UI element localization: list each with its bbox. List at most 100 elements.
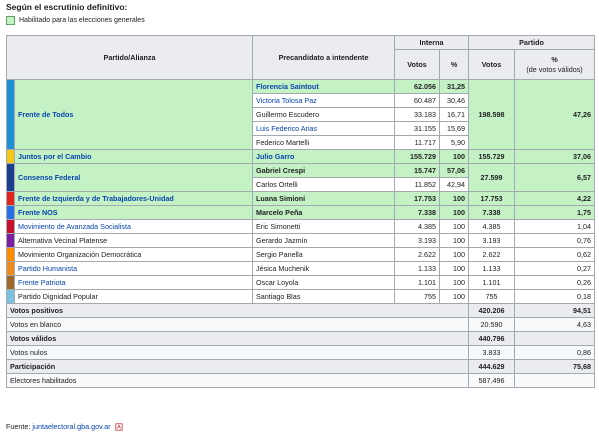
candidate-votes: 31.155	[394, 121, 441, 136]
party-name[interactable]: Frente de Izquierda y de Trabajadores-Un…	[13, 191, 254, 206]
summary-label: Votos válidos	[5, 331, 470, 346]
summary-row: Votos positivos 420.206 94,51	[5, 303, 596, 318]
party-name[interactable]: Consenso Federal	[13, 163, 254, 192]
party-name: Alternativa Vecinal Platense	[13, 233, 254, 248]
candidate-pct: 100	[439, 247, 470, 262]
candidate-name: Gerardo Jazmín	[252, 233, 396, 248]
party-pct: 4,22	[514, 191, 596, 206]
summary-row: Votos en blanco 20.590 4,63	[5, 317, 596, 332]
source-prefix: Fuente:	[6, 422, 31, 431]
candidate-name: Federico Martelli	[252, 135, 396, 150]
party-row: Victoria Tolosa Paz 60.487 30,46	[7, 93, 595, 108]
summary-row: Electores habilitados 587.496	[5, 373, 596, 388]
party-votes: 155.729	[468, 149, 516, 164]
party-votes: 198.598	[468, 79, 516, 150]
party-color-bar	[6, 233, 15, 248]
pdf-icon	[114, 423, 123, 431]
candidate-name: Santiago Blas	[252, 289, 396, 304]
party-row: Juntos por el Cambio Julio Garro 155.729 10…	[6, 149, 596, 164]
summary-votes: 420.206	[468, 303, 516, 318]
candidate-votes: 17.753	[394, 191, 441, 206]
source-link[interactable]: juntaelectoral.gba.gov.ar	[32, 422, 111, 431]
party-row: Frente Patriota Oscar Loyola 1.101 100 1.101…	[6, 275, 596, 290]
party-row: Frente NOS Marcelo Peña 7.338 100 7.338 1,75	[6, 205, 596, 220]
summary-row: Votos nulos 3.833 0,86	[5, 345, 596, 360]
party-color-bar	[6, 275, 15, 290]
party-color-bar	[6, 261, 15, 276]
header-partido: Partido	[468, 35, 596, 50]
summary-label: Votos positivos	[5, 303, 470, 318]
candidate-votes: 7.338	[394, 205, 441, 220]
party-name: Partido Dignidad Popular	[13, 289, 254, 304]
candidate-name[interactable]: Julio Garro	[252, 149, 396, 164]
summary-votes: 440.796	[468, 331, 516, 346]
candidate-votes: 1.101	[394, 275, 441, 290]
header-interna-pct: %	[439, 49, 470, 80]
party-name[interactable]: Movimiento de Avanzada Socialista	[13, 219, 254, 234]
candidate-name: Luana Simioni	[252, 191, 396, 206]
party-votes: 755	[468, 289, 516, 304]
legend-label: Habilitado para las elecciones generales	[19, 17, 145, 24]
candidate-votes: 4.385	[394, 219, 441, 234]
candidate-pct: 100	[439, 289, 470, 304]
candidate-pct: 100	[439, 205, 470, 220]
candidate-votes: 2.622	[394, 247, 441, 262]
header-pct-valid: %	[551, 54, 558, 64]
party-name[interactable]: Frente de Todos	[13, 79, 254, 150]
summary-pct: 0,86	[514, 345, 596, 360]
summary-pct	[514, 331, 596, 346]
candidate-name: Jésica Muchenik	[252, 261, 396, 276]
party-name[interactable]: Frente Patriota	[13, 275, 254, 290]
summary-label: Votos nulos	[5, 345, 470, 360]
summary-label: Electores habilitados	[5, 373, 470, 388]
party-row: Alternativa Vecinal Platense Gerardo Jazm…	[6, 233, 596, 248]
party-pct: 0,62	[514, 247, 596, 262]
legend: Habilitado para las elecciones generales	[6, 16, 145, 25]
party-color-bar	[6, 149, 15, 164]
candidate-votes: 3.193	[394, 233, 441, 248]
summary-pct: 94,51	[514, 303, 596, 318]
candidate-name: Gabriel Crespi	[252, 163, 396, 178]
summary-votes: 444.629	[468, 359, 516, 374]
header-partido-pct: % (de votos válidos)	[514, 49, 596, 80]
candidate-votes: 755	[394, 289, 441, 304]
header-candidate: Precandidato a intendente	[252, 35, 396, 80]
party-row: Frente de Todos Florencia Saintout 62.056 3…	[6, 79, 596, 150]
party-name[interactable]: Frente NOS	[13, 205, 254, 220]
summary-pct: 75,68	[514, 359, 596, 374]
candidate-name[interactable]: Luis Federico Arias	[252, 121, 396, 136]
party-pct: 1,75	[514, 205, 596, 220]
party-votes: 17.753	[468, 191, 516, 206]
party-name[interactable]: Juntos por el Cambio	[13, 149, 254, 164]
party-color-bar	[6, 219, 15, 234]
party-pct: 1,04	[514, 219, 596, 234]
party-pct: 0,18	[514, 289, 596, 304]
results-heading: Según el escrutinio definitivo:	[6, 2, 128, 12]
candidate-name[interactable]: Florencia Saintout	[252, 79, 396, 94]
candidate-pct: 42,94	[439, 177, 470, 192]
party-row: Partido Dignidad Popular Santiago Blas 755…	[6, 289, 596, 304]
party-name[interactable]: Partido Humanista	[13, 261, 254, 276]
party-votes: 1.101	[468, 275, 516, 290]
candidate-votes: 155.729	[394, 149, 441, 164]
party-pct: 6,57	[514, 163, 596, 192]
summary-pct: 4,63	[514, 317, 596, 332]
candidate-votes: 11.717	[394, 135, 441, 150]
candidate-pct: 100	[439, 233, 470, 248]
header-interna-votos: Votos	[394, 49, 441, 80]
candidate-votes: 62.056	[394, 79, 441, 94]
header-pct-valid-note: (de votos válidos)	[526, 64, 583, 74]
header-interna: Interna	[394, 35, 470, 50]
candidate-pct: 16,71	[439, 107, 470, 122]
party-color-bar	[6, 191, 15, 206]
party-name: Movimiento Organización Democrática	[13, 247, 254, 262]
candidate-name[interactable]: Victoria Tolosa Paz	[252, 93, 396, 108]
candidate-name: Oscar Loyola	[252, 275, 396, 290]
candidate-pct: 100	[439, 149, 470, 164]
party-pct: 0,76	[514, 233, 596, 248]
summary-label: Participación	[5, 359, 470, 374]
results-body: Frente de Todos Florencia Saintout 62.056 3…	[5, 79, 596, 388]
candidate-name: Marcelo Peña	[252, 205, 396, 220]
candidate-pct: 30,46	[439, 93, 470, 108]
header-partido-votos: Votos	[468, 49, 516, 80]
